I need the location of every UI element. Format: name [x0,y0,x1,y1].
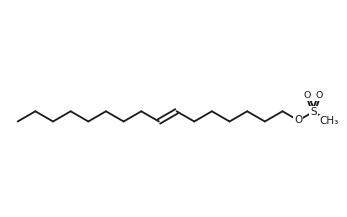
Text: O: O [304,91,311,100]
Text: S: S [310,107,317,117]
Text: O: O [316,91,323,100]
Text: O: O [294,115,303,125]
Text: CH₃: CH₃ [320,116,339,126]
